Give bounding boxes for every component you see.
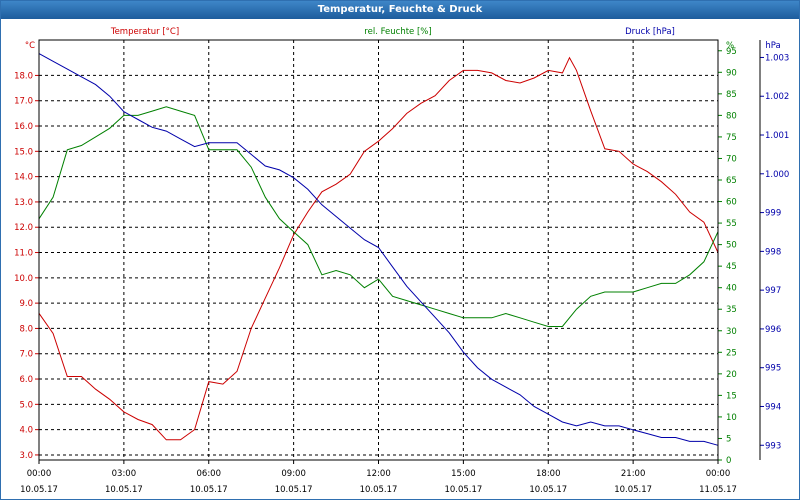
x-tick-date: 10.05.17 [444,485,482,495]
x-tick-time: 21:00 [621,469,646,479]
temperature-axis-label: Temperatur [°C] [110,27,179,37]
humidity-tick-label: 65 [726,176,737,186]
temperature-tick-label: 15.0 [14,147,33,157]
temperature-tick-label: 12.0 [14,223,33,233]
x-tick-time: 15:00 [451,469,476,479]
temperature-tick-label: 3.0 [19,451,33,461]
x-tick-date: 10.05.17 [529,485,567,495]
x-tick-time: 03:00 [112,469,137,479]
temperature-tick-label: 18.0 [14,71,33,81]
humidity-axis-unit: % [726,41,734,51]
humidity-series-line [38,106,719,327]
plot-border [38,39,719,461]
humidity-tick-label: 95 [726,47,737,57]
x-tick-date: 10.05.17 [105,485,143,495]
humidity-tick-label: 15 [726,391,737,401]
pressure-series-line [38,53,719,446]
pressure-tick-label: 1.001 [765,131,789,141]
pressure-tick-label: 1.002 [765,92,789,102]
pressure-tick-label: 998 [765,247,781,257]
x-tick-date: 10.05.17 [20,485,58,495]
temperature-tick-label: 6.0 [19,375,33,385]
x-tick-date: 11.05.17 [699,485,737,495]
temperature-series-line [38,56,719,441]
humidity-tick-label: 0 [726,456,731,466]
x-tick-time: 06:00 [197,469,222,479]
pressure-tick-label: 994 [765,402,781,412]
x-tick-time: 00:00 [706,469,731,479]
humidity-tick-label: 45 [726,262,737,272]
pressure-axis-unit: hPa [765,41,780,51]
temperature-tick-label: 13.0 [14,198,33,208]
x-tick-time: 00:00 [27,469,52,479]
humidity-tick-label: 90 [726,68,737,78]
pressure-tick-label: 1.003 [765,53,789,63]
pressure-tick-label: 995 [765,364,781,374]
pressure-tick-label: 1.000 [765,170,789,180]
humidity-tick-label: 60 [726,198,737,208]
x-tick-time: 12:00 [366,469,391,479]
temperature-tick-label: 8.0 [19,324,33,334]
pressure-tick-label: 997 [765,286,781,296]
humidity-tick-label: 10 [726,413,737,423]
temperature-tick-label: 5.0 [19,400,33,410]
humidity-tick-label: 85 [726,90,737,100]
pressure-axis-label: Druck [hPa] [625,27,675,37]
tick-labels: 00:00 10.05.17 03:00 10.05.17 06:00 10.05.17 0… [14,47,789,495]
humidity-tick-label: 75 [726,133,737,143]
window-title: Temperatur, Feuchte & Druck [1,1,799,19]
pressure-tick-label: 993 [765,441,781,451]
humidity-tick-label: 70 [726,154,737,164]
x-tick-date: 10.05.17 [614,485,652,495]
humidity-tick-label: 5 [726,434,731,444]
temperature-tick-label: 14.0 [14,173,33,183]
x-tick-time: 18:00 [536,469,561,479]
humidity-tick-label: 30 [726,327,737,337]
temperature-tick-label: 17.0 [14,97,33,107]
humidity-tick-label: 55 [726,219,737,229]
humidity-tick-label: 35 [726,305,737,315]
temperature-tick-label: 4.0 [19,426,33,436]
humidity-tick-label: 50 [726,241,737,251]
x-tick-date: 10.05.17 [275,485,313,495]
grid-lines [35,40,764,464]
x-tick-date: 10.05.17 [190,485,228,495]
temperature-tick-label: 16.0 [14,122,33,132]
temperature-tick-label: 9.0 [19,299,33,309]
series-layer [38,53,719,446]
humidity-axis-label: rel. Feuchte [%] [364,27,431,37]
humidity-tick-label: 80 [726,111,737,121]
temperature-tick-label: 11.0 [14,249,33,259]
pressure-tick-label: 996 [765,325,781,335]
humidity-tick-label: 20 [726,370,737,380]
humidity-tick-label: 25 [726,348,737,358]
temperature-tick-label: 7.0 [19,350,33,360]
temperature-tick-label: 10.0 [14,274,33,284]
temperature-axis-unit: °C [25,41,35,51]
humidity-tick-label: 40 [726,284,737,294]
x-tick-date: 10.05.17 [360,485,398,495]
x-tick-time: 09:00 [281,469,306,479]
axis-labels: °C Temperatur [°C] rel. Feuchte [%] % Dr… [25,27,781,51]
pressure-tick-label: 999 [765,209,781,219]
